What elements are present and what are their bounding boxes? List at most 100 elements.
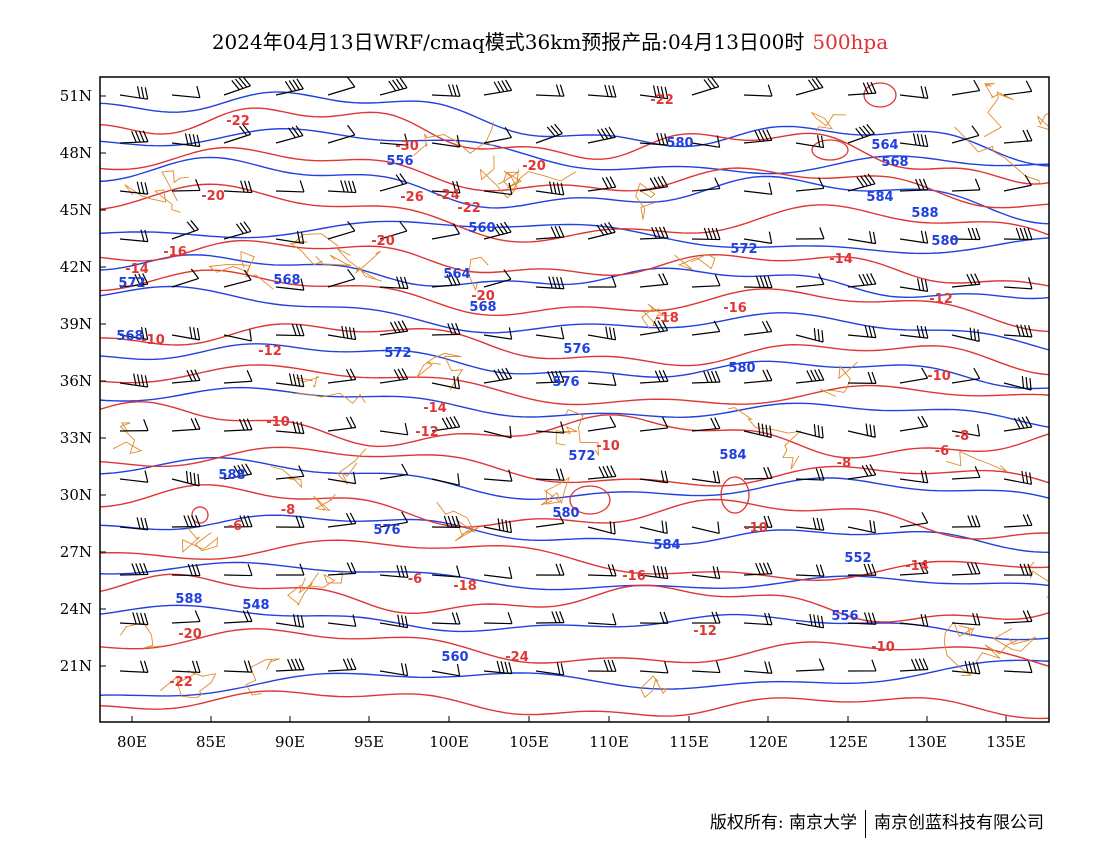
wind-barb	[847, 81, 877, 96]
height-label: 572	[118, 276, 145, 291]
wind-barb	[431, 135, 461, 148]
temperature-contour	[100, 690, 1049, 720]
wind-barb	[951, 367, 981, 384]
border-layer	[112, 83, 1049, 699]
border-line	[468, 256, 489, 292]
wind-barb	[483, 127, 512, 144]
wind-barb	[795, 368, 825, 384]
wind-barb	[431, 612, 461, 625]
lon-tick-label: 120E	[748, 733, 788, 751]
wind-barb	[795, 177, 825, 192]
wind-barb	[899, 658, 929, 672]
wind-barb	[691, 135, 721, 148]
border-line	[160, 670, 217, 699]
wind-barb	[327, 220, 356, 240]
wind-barb	[847, 371, 877, 384]
wind-barb	[327, 471, 357, 485]
wind-barb	[171, 268, 200, 288]
wind-barb	[431, 180, 461, 194]
height-label: 564	[443, 267, 470, 282]
wind-barb	[535, 662, 565, 676]
wind-barb	[1003, 277, 1033, 290]
lon-axis: 80E 85E 90E 95E 100E 105E 110E 115E 120E 125E 130E…	[117, 716, 1026, 751]
wind-barb	[379, 173, 408, 192]
wind-barb	[795, 135, 825, 149]
wind-barb	[379, 320, 409, 336]
company-text: 南京创蓝科技有限公司	[874, 813, 1044, 833]
wind-barb	[951, 466, 981, 480]
wind-barb	[379, 663, 409, 677]
wind-barb	[223, 610, 253, 624]
wind-barb	[795, 77, 824, 96]
wind-barb	[1003, 80, 1033, 96]
wind-barb	[691, 274, 721, 288]
wind-barb	[431, 223, 461, 240]
lon-tick-label: 80E	[117, 733, 147, 751]
temperature-label: -16	[723, 301, 747, 316]
border-line	[975, 639, 1019, 663]
wind-barb	[275, 230, 305, 245]
height-label: 568	[116, 329, 143, 344]
temperature-label: -30	[395, 139, 419, 154]
wind-barb	[431, 416, 461, 432]
wind-barb	[431, 273, 461, 288]
wind-barb	[483, 367, 513, 384]
border-line	[124, 184, 181, 213]
temperature-label: -10	[266, 415, 290, 430]
temperature-label: -20	[471, 289, 495, 304]
wind-barb	[483, 612, 513, 625]
border-line	[292, 392, 366, 404]
border-line	[413, 121, 494, 157]
wind-barb	[639, 226, 669, 240]
wind-barb	[691, 521, 720, 535]
border-line	[540, 476, 570, 506]
temperature-contour	[100, 446, 1049, 487]
wind-barb	[1003, 610, 1033, 624]
wind-barb	[587, 659, 617, 672]
lon-tick-label: 135E	[986, 733, 1026, 751]
temperature-contour	[100, 107, 1049, 185]
wind-barb	[847, 520, 876, 534]
wind-barb	[1003, 660, 1033, 674]
wind-barb	[847, 231, 877, 245]
height-label: 564	[871, 138, 898, 153]
wind-barb	[171, 515, 201, 528]
border-line	[336, 447, 367, 485]
wind-barb	[639, 132, 669, 146]
height-label: 584	[653, 538, 680, 553]
temperature-label: -24	[505, 650, 529, 665]
wind-barb	[795, 328, 824, 343]
wind-barb	[847, 273, 877, 288]
wind-barb	[743, 612, 773, 626]
temperature-contour	[569, 485, 611, 515]
wind-barb	[639, 319, 669, 336]
height-contour	[100, 514, 1049, 553]
height-contour	[100, 457, 1049, 501]
wind-barb	[171, 470, 200, 487]
wind-barb	[119, 326, 149, 341]
temperature-label: -6	[935, 444, 949, 459]
wind-barb	[483, 518, 513, 534]
wind-barb	[847, 612, 877, 625]
height-label: 576	[373, 523, 400, 538]
lon-tick-label: 115E	[669, 733, 709, 751]
wind-barb	[587, 326, 617, 341]
height-label: 580	[666, 136, 693, 151]
wind-barb	[587, 521, 616, 535]
border-line	[208, 250, 274, 290]
height-label: 588	[218, 468, 245, 483]
wind-barb	[743, 661, 773, 674]
wind-barb	[119, 517, 149, 531]
temperature-label: -6	[408, 572, 422, 587]
wind-barb	[1003, 416, 1033, 432]
border-line	[295, 376, 320, 388]
border-line	[954, 126, 1042, 185]
wind-barb	[535, 611, 565, 624]
temperature-contour	[100, 484, 1049, 540]
wind-barb	[951, 515, 981, 528]
title-level: 500hpa	[812, 30, 889, 54]
lon-tick-label: 105E	[509, 733, 549, 751]
wind-barb	[847, 423, 876, 438]
temperature-contour	[100, 539, 1049, 582]
wind-barb	[1003, 563, 1033, 576]
